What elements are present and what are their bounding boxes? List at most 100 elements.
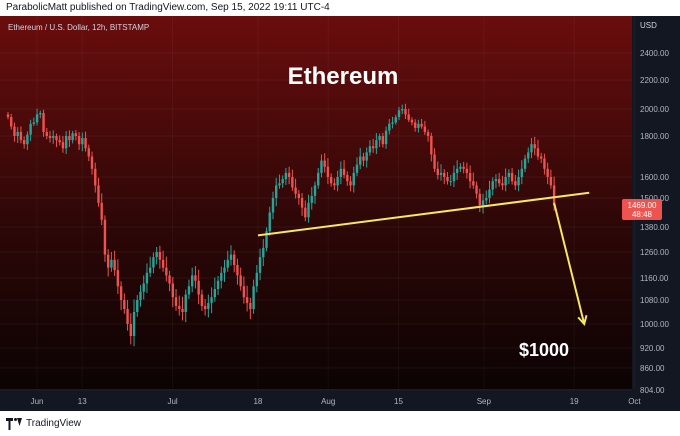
candle-body (74, 133, 78, 136)
price-axis[interactable]: 2400.00 2200.00 2000.00 1800.00 1600.00 1500.… (640, 49, 669, 395)
candle-body (339, 168, 343, 177)
candle-body (485, 198, 488, 201)
time-tick-label: Aug (321, 397, 335, 406)
candle-body (58, 140, 61, 143)
candle-body (90, 156, 94, 169)
support-trendline (257, 191, 590, 237)
candle-body (281, 179, 284, 184)
candle-body (210, 297, 213, 303)
candle-body (439, 172, 443, 175)
candle-body (68, 136, 71, 141)
candle-body (110, 259, 113, 268)
candle-body (475, 185, 478, 194)
candle-body (19, 131, 23, 141)
candle-body (168, 275, 171, 284)
candle-body (123, 300, 126, 309)
candle-body (494, 179, 498, 182)
candle-body (317, 172, 320, 186)
candle-body (446, 177, 449, 182)
bar-countdown: 48:48 (632, 210, 653, 219)
candle-body (52, 136, 55, 139)
tradingview-logo-icon (6, 417, 22, 430)
candle-body (158, 252, 162, 260)
candle-body (48, 136, 52, 139)
price-tick-label: 1080.00 (640, 296, 669, 305)
candle-body (300, 198, 304, 208)
candle-body (119, 286, 123, 300)
candle-body (443, 172, 446, 177)
candle-body (258, 257, 262, 273)
candle-body (45, 131, 48, 136)
currency-label: USD (640, 21, 657, 30)
candle-body (359, 156, 362, 165)
candle-body (326, 166, 330, 177)
candle-body (507, 172, 511, 177)
candle-body (236, 265, 239, 276)
candle-body (546, 168, 549, 177)
candle-body (271, 198, 275, 213)
time-tick-label: Jul (167, 397, 177, 406)
candle-body (194, 275, 197, 281)
candle-body (539, 156, 543, 159)
candle-body (552, 185, 556, 206)
candle-body (265, 231, 268, 248)
candle-body (106, 254, 110, 268)
footer-bar: TradingView (0, 411, 680, 436)
candle-body (501, 183, 504, 186)
last-price-value: 1469.00 (628, 201, 657, 210)
candle-body (16, 131, 19, 136)
candle-body (10, 117, 13, 127)
candle-body (423, 126, 427, 132)
time-axis[interactable]: Jun 13 Jul 18 Aug 15 Sep 19 Oct (31, 397, 642, 406)
candle-body (452, 172, 456, 182)
candle-body (401, 109, 404, 111)
candle-body (333, 183, 336, 186)
candle-body (420, 123, 423, 127)
price-tick-label: 1000.00 (640, 320, 669, 329)
candle-body (504, 177, 507, 186)
candle-body (436, 168, 439, 175)
candle-body (275, 185, 278, 198)
candle-body (294, 187, 297, 194)
candle-body (87, 148, 90, 157)
candle-body (13, 126, 16, 136)
candle-body (297, 193, 301, 198)
candle-body (132, 312, 136, 336)
candle-body (291, 177, 294, 188)
candle-body (61, 142, 65, 149)
candle-body (417, 123, 420, 128)
published-text: ParabolicMatt published on TradingView.c… (6, 2, 330, 13)
time-tick-label: 18 (253, 397, 262, 406)
candle-body (94, 168, 97, 186)
candle-body (478, 193, 481, 206)
candle-body (497, 179, 501, 184)
candle-body (97, 185, 100, 203)
candle-body (371, 146, 375, 149)
candle-body (39, 113, 42, 115)
candle-body (26, 134, 29, 145)
candle-body (514, 181, 517, 186)
candle-body (304, 207, 307, 218)
candle-body (510, 172, 514, 182)
chart-title: Ethereum (288, 63, 399, 90)
candle-body (174, 297, 178, 306)
price-chart[interactable]: 2400.00 2200.00 2000.00 1800.00 1600.00 1500.… (0, 16, 680, 411)
candle-body (145, 272, 149, 284)
candle-body (278, 183, 281, 186)
candle-body (55, 136, 58, 141)
candle-body (491, 181, 494, 190)
candle-body (527, 152, 530, 159)
candle-body (433, 154, 436, 169)
candle-body (530, 144, 533, 153)
price-tick-label: 920.00 (640, 344, 665, 353)
last-price-tag: 1469.00 48:48 (622, 199, 662, 220)
candle-body (465, 168, 469, 173)
candle-body (391, 122, 394, 124)
candle-body (307, 202, 310, 218)
candle-body (184, 294, 187, 312)
price-tick-label: 1500.00 (640, 194, 669, 203)
candle-body (430, 136, 433, 155)
candle-body (352, 172, 355, 186)
candle-body (229, 254, 233, 260)
time-tick-label: Oct (628, 397, 641, 406)
